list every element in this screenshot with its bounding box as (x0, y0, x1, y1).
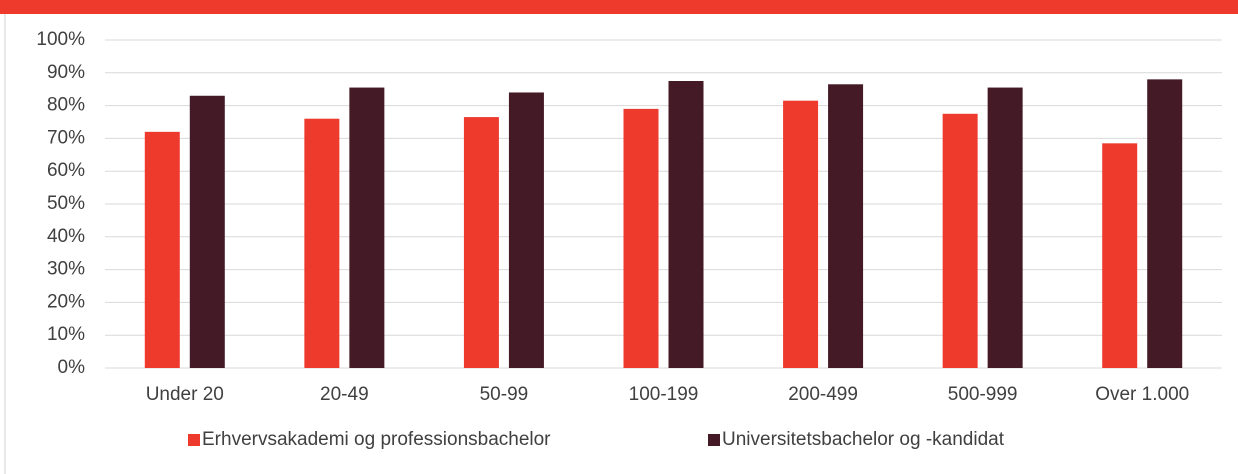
legend-swatch (708, 434, 720, 446)
bar (189, 95, 225, 368)
y-tick-label: 70% (47, 127, 85, 148)
x-tick-label: 200-499 (788, 384, 858, 405)
bar (508, 92, 544, 368)
y-tick-label: 40% (47, 226, 85, 247)
bar (942, 113, 978, 368)
x-tick-label: Over 1.000 (1095, 384, 1189, 405)
top-banner (0, 0, 1238, 14)
y-tick-label: 20% (47, 291, 85, 312)
x-tick-label: 20-49 (320, 384, 369, 405)
legend-swatch (188, 434, 200, 446)
x-tick-label: 500-999 (948, 384, 1018, 405)
x-tick-label: 50-99 (480, 384, 529, 405)
bar (783, 100, 819, 369)
bar (304, 118, 340, 368)
bar (349, 87, 385, 368)
bar (623, 108, 659, 368)
bar (463, 117, 499, 368)
y-tick-label: 100% (36, 29, 85, 50)
y-tick-label: 50% (47, 193, 85, 214)
bar (144, 131, 180, 368)
x-tick-label: 100-199 (629, 384, 699, 405)
bar (1102, 143, 1138, 368)
y-tick-label: 90% (47, 62, 85, 83)
y-tick-label: 80% (47, 95, 85, 116)
legend-label: Erhvervsakademi og professionsbachelor (202, 429, 551, 450)
y-tick-label: 0% (58, 357, 86, 378)
bar (668, 81, 704, 368)
y-tick-label: 30% (47, 259, 85, 280)
legend-label: Universitetsbachelor og -kandidat (722, 429, 1005, 450)
bar (828, 84, 864, 368)
bar (987, 87, 1023, 368)
bar (1147, 79, 1183, 369)
y-tick-label: 60% (47, 160, 85, 181)
y-tick-label: 10% (47, 324, 85, 345)
x-tick-label: Under 20 (146, 384, 224, 405)
